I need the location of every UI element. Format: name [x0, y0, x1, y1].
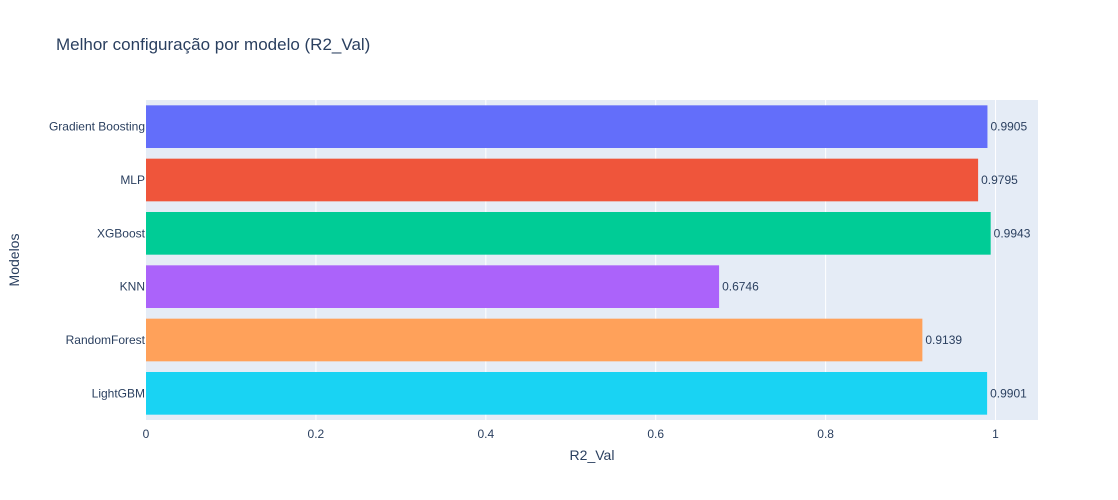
plot-area [146, 100, 1038, 420]
bar-value-label: 0.9943 [994, 226, 1031, 240]
y-tick-label: LightGBM [92, 386, 145, 400]
bar-value-label: 0.9905 [990, 120, 1027, 134]
y-tick-label: RandomForest [66, 333, 146, 347]
gridlines [315, 100, 997, 420]
bar [146, 158, 979, 202]
bar [146, 105, 988, 148]
x-tick-labels: 0 0.2 0.4 0.6 0.8 1 [143, 427, 1000, 441]
x-tick-label: 0 [143, 427, 150, 441]
y-tick-label: Gradient Boosting [49, 120, 145, 134]
y-axis-title: Modelos [6, 234, 22, 287]
x-tick-label: 0.8 [817, 427, 834, 441]
bar-value-label: 0.9901 [990, 386, 1027, 400]
y-tick-label: KNN [120, 280, 145, 294]
y-tick-labels: Gradient Boosting MLP XGBoost KNN RandomFore… [49, 120, 146, 401]
x-tick-label: 0.6 [647, 427, 664, 441]
x-axis-title: R2_Val [570, 447, 615, 463]
bars: 0.9905 0.9795 0.9943 0.6746 0.9139 0.9901 [146, 105, 1031, 415]
y-tick-label: XGBoost [97, 226, 146, 240]
bar [146, 372, 988, 415]
x-tick-label: 1 [992, 427, 999, 441]
bar [146, 265, 720, 308]
bar [146, 318, 923, 362]
bar [146, 212, 991, 255]
bar-value-label: 0.9795 [981, 173, 1018, 187]
bar-value-label: 0.6746 [722, 280, 759, 294]
x-tick-label: 0.4 [477, 427, 494, 441]
x-tick-label: 0.2 [308, 427, 325, 441]
y-tick-label: MLP [120, 173, 145, 187]
chart-title: Melhor configuração por modelo (R2_Val) [56, 35, 370, 54]
bar-value-label: 0.9139 [925, 333, 962, 347]
